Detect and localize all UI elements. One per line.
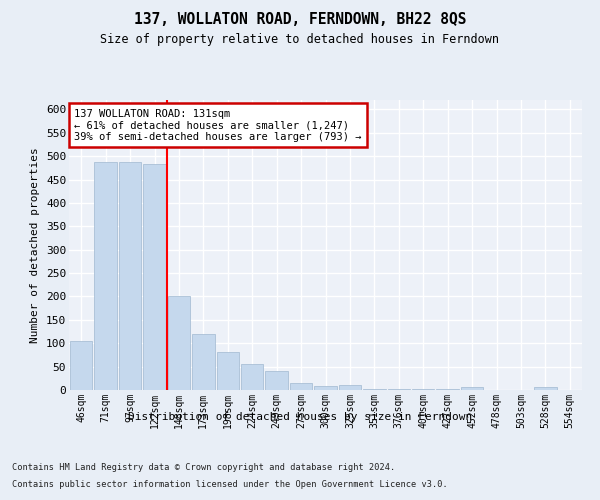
Bar <box>70 341 92 390</box>
Bar <box>436 389 459 390</box>
Bar <box>167 296 190 390</box>
Bar <box>241 364 263 390</box>
Bar <box>314 386 337 390</box>
Bar <box>217 352 239 390</box>
Bar <box>363 388 386 390</box>
Bar <box>534 387 557 390</box>
Bar <box>143 164 166 390</box>
Text: Distribution of detached houses by size in Ferndown: Distribution of detached houses by size … <box>128 412 472 422</box>
Bar <box>338 386 361 390</box>
Bar <box>461 387 484 390</box>
Bar <box>192 334 215 390</box>
Bar <box>265 372 288 390</box>
Text: Contains public sector information licensed under the Open Government Licence v3: Contains public sector information licen… <box>12 480 448 489</box>
Bar <box>290 383 313 390</box>
Bar <box>94 162 117 390</box>
Text: 137, WOLLATON ROAD, FERNDOWN, BH22 8QS: 137, WOLLATON ROAD, FERNDOWN, BH22 8QS <box>134 12 466 28</box>
Bar <box>412 389 434 390</box>
Bar <box>119 162 142 390</box>
Bar <box>388 389 410 390</box>
Text: 137 WOLLATON ROAD: 131sqm
← 61% of detached houses are smaller (1,247)
39% of se: 137 WOLLATON ROAD: 131sqm ← 61% of detac… <box>74 108 362 142</box>
Y-axis label: Number of detached properties: Number of detached properties <box>31 147 40 343</box>
Text: Size of property relative to detached houses in Ferndown: Size of property relative to detached ho… <box>101 32 499 46</box>
Text: Contains HM Land Registry data © Crown copyright and database right 2024.: Contains HM Land Registry data © Crown c… <box>12 462 395 471</box>
